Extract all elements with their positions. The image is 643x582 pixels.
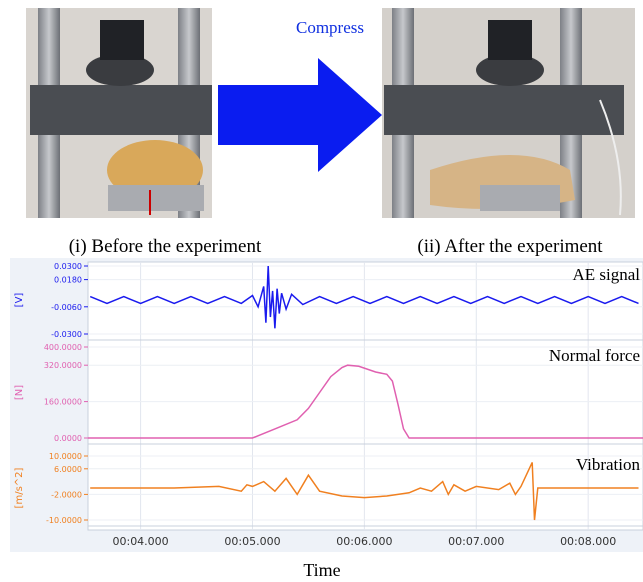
y-tick-label: -10.0000 xyxy=(46,516,82,525)
series-label: Vibration xyxy=(576,455,641,474)
y-tick-label: -2.0000 xyxy=(51,490,82,499)
photo-before xyxy=(26,8,212,218)
x-axis-title: Time xyxy=(303,560,340,580)
y-tick-label: -0.0300 xyxy=(51,330,82,339)
x-tick-label: 00:07.000 xyxy=(448,535,504,548)
y-axis-title: [N] xyxy=(14,385,25,400)
y-tick-label: 0.0000 xyxy=(54,434,82,443)
series-line xyxy=(90,462,639,521)
arrow xyxy=(218,58,382,172)
y-tick-label: 160.0000 xyxy=(44,398,82,407)
series-line xyxy=(89,265,639,329)
y-tick-label: 6.0000 xyxy=(54,465,82,474)
x-tick-label: 00:06.000 xyxy=(336,535,392,548)
y-tick-label: -0.0060 xyxy=(51,303,82,312)
photo-after xyxy=(382,8,635,218)
y-tick-label: 320.0000 xyxy=(44,361,82,370)
y-tick-label: 0.0300 xyxy=(54,262,82,271)
x-tick-label: 00:08.000 xyxy=(560,535,616,548)
series-label: Normal force xyxy=(549,346,640,365)
series-line xyxy=(88,364,643,439)
series-label: AE signal xyxy=(572,265,640,284)
y-axis-title: [V] xyxy=(14,293,25,308)
caption: (i) Before the experiment xyxy=(69,236,262,257)
y-tick-label: 10.0000 xyxy=(49,452,82,461)
x-tick-label: 00:04.000 xyxy=(112,535,168,548)
caption: (ii) After the experiment xyxy=(417,236,603,257)
y-axis-title: [m/s^2] xyxy=(14,467,25,508)
y-tick-label: 400.0000 xyxy=(44,343,82,352)
y-tick-label: 0.0180 xyxy=(54,276,82,285)
arrow-label: Compress xyxy=(296,18,364,37)
x-tick-label: 00:05.000 xyxy=(224,535,280,548)
